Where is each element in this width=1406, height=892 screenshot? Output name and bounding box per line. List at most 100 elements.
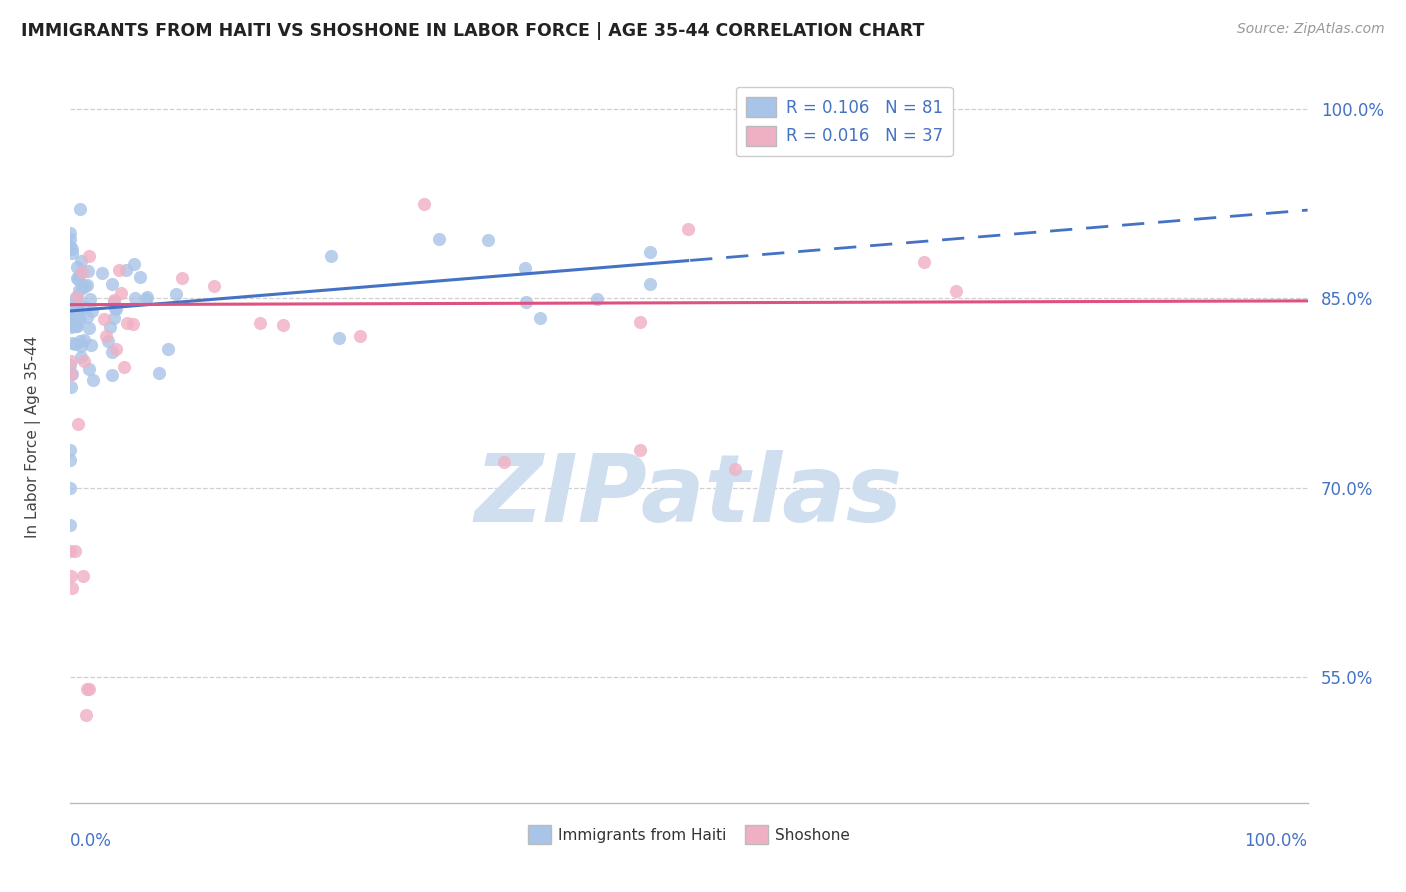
Point [103, 293, 125, 308]
Point [75, 707, 97, 722]
Point [912, 255, 935, 269]
Point [69, 253, 91, 268]
Point [148, 367, 170, 381]
Point [77, 249, 100, 263]
Point [128, 270, 150, 285]
Point [723, 461, 745, 475]
Point [63, 310, 86, 325]
Point [62, 311, 84, 326]
Point [122, 257, 145, 271]
Point [62, 311, 84, 326]
Point [70, 350, 93, 364]
Point [70, 265, 93, 279]
Point [103, 294, 125, 309]
Text: Source: ZipAtlas.com: Source: ZipAtlas.com [1237, 22, 1385, 37]
Point [66, 319, 89, 334]
Point [59, 227, 82, 241]
Point [60, 582, 83, 596]
Point [529, 310, 551, 325]
Point [67, 283, 90, 297]
Point [91, 266, 114, 280]
Point [105, 302, 128, 317]
Point [73, 300, 96, 314]
Point [117, 316, 139, 330]
Point [69, 268, 91, 282]
Point [60, 319, 83, 334]
Point [62, 318, 84, 332]
Point [271, 318, 294, 332]
Point [121, 317, 143, 331]
Point [60, 242, 83, 256]
Point [80, 304, 103, 318]
Point [72, 333, 94, 347]
Point [59, 297, 82, 311]
Point [97, 334, 120, 349]
Point [66, 303, 89, 318]
Point [349, 329, 371, 343]
Point [638, 277, 661, 291]
Point [60, 246, 83, 260]
Point [104, 301, 127, 316]
Point [69, 312, 91, 326]
Point [165, 286, 187, 301]
Point [67, 417, 90, 432]
Point [76, 310, 98, 324]
Legend: Immigrants from Haiti, Shoshone: Immigrants from Haiti, Shoshone [522, 819, 856, 850]
Point [135, 290, 157, 304]
Point [945, 284, 967, 298]
Point [59, 518, 82, 533]
Point [66, 260, 89, 275]
Point [82, 373, 104, 387]
Point [69, 339, 91, 353]
Point [59, 379, 82, 393]
Point [69, 334, 91, 348]
Point [59, 239, 82, 253]
Point [77, 682, 100, 697]
Point [515, 294, 537, 309]
Point [76, 277, 98, 292]
Point [66, 290, 89, 304]
Point [66, 272, 89, 286]
Point [101, 277, 124, 291]
Point [202, 278, 225, 293]
Point [63, 337, 86, 351]
Point [59, 367, 82, 381]
Text: IMMIGRANTS FROM HAITI VS SHOSHONE IN LABOR FORCE | AGE 35-44 CORRELATION CHART: IMMIGRANTS FROM HAITI VS SHOSHONE IN LAB… [21, 22, 925, 40]
Point [429, 232, 451, 246]
Point [156, 342, 179, 356]
Point [249, 316, 271, 330]
Point [114, 359, 136, 374]
Point [103, 311, 125, 326]
Point [72, 569, 94, 583]
Point [59, 232, 82, 246]
Point [105, 342, 128, 356]
Point [67, 296, 90, 310]
Point [80, 337, 103, 351]
Point [413, 196, 436, 211]
Point [586, 292, 609, 306]
Text: 100.0%: 100.0% [1244, 832, 1308, 850]
Text: In Labor Force | Age 35-44: In Labor Force | Age 35-44 [25, 336, 41, 538]
Point [628, 442, 651, 457]
Point [124, 291, 146, 305]
Point [73, 354, 96, 368]
Point [115, 263, 138, 277]
Point [678, 222, 700, 236]
Point [66, 270, 89, 285]
Point [93, 311, 115, 326]
Point [63, 300, 86, 314]
Point [73, 279, 96, 293]
Point [170, 271, 193, 285]
Point [63, 543, 86, 558]
Point [70, 281, 93, 295]
Point [94, 329, 117, 343]
Point [79, 292, 101, 306]
Point [328, 331, 350, 345]
Point [65, 290, 87, 304]
Point [65, 319, 87, 334]
Point [60, 367, 83, 381]
Point [100, 320, 122, 334]
Point [59, 442, 82, 457]
Point [77, 362, 100, 376]
Point [108, 263, 131, 277]
